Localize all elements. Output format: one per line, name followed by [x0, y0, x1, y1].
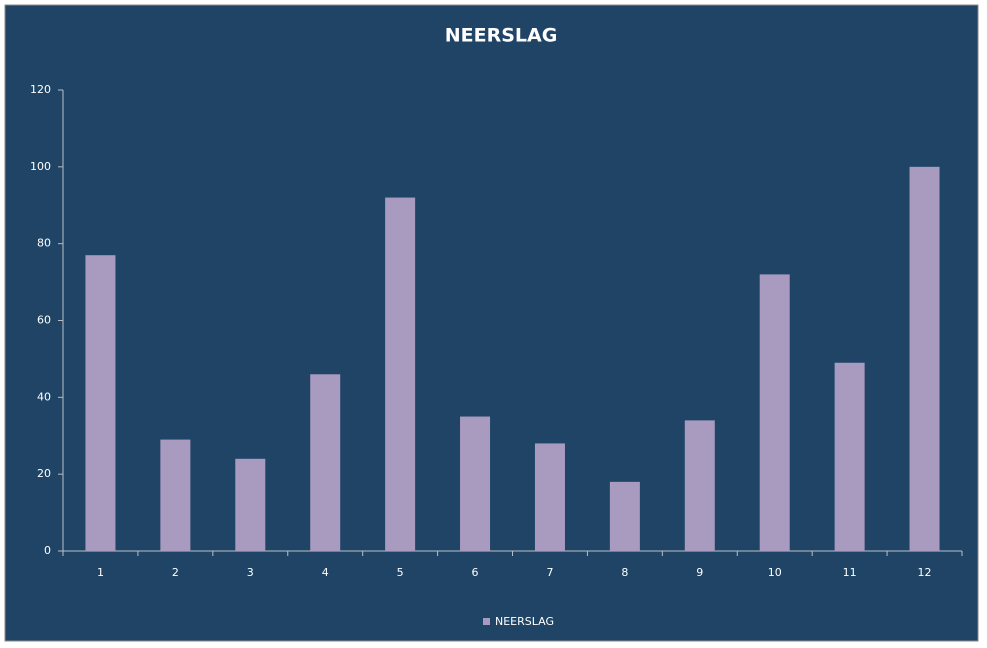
y-tick-label: 0: [44, 544, 51, 557]
x-tick-label: 12: [918, 566, 932, 579]
bar: [460, 416, 491, 551]
x-tick-label: 9: [696, 566, 703, 579]
y-tick-label: 40: [37, 390, 51, 403]
x-tick-label: 10: [768, 566, 782, 579]
chart-background: [4, 4, 979, 642]
x-tick-label: 8: [621, 566, 628, 579]
x-tick-label: 1: [97, 566, 104, 579]
legend-swatch: [483, 618, 490, 625]
bar: [385, 197, 416, 552]
chart-title: NEERSLAG: [445, 25, 558, 47]
bar: [684, 420, 715, 551]
bar: [310, 374, 341, 551]
y-tick-label: 80: [37, 237, 51, 250]
x-tick-label: 6: [472, 566, 479, 579]
x-tick-label: 5: [397, 566, 404, 579]
bar: [85, 255, 116, 552]
y-tick-label: 20: [37, 467, 51, 480]
bar: [235, 458, 266, 551]
x-tick-label: 2: [172, 566, 179, 579]
y-tick-label: 120: [30, 83, 51, 96]
y-tick-label: 60: [37, 314, 51, 327]
legend-label: NEERSLAG: [495, 615, 554, 628]
bar: [834, 362, 865, 551]
x-tick-label: 4: [322, 566, 329, 579]
bar: [609, 481, 640, 551]
bar: [534, 443, 565, 551]
x-tick-label: 3: [247, 566, 254, 579]
bar: [909, 166, 940, 552]
y-tick-label: 100: [30, 160, 51, 173]
bar: [759, 274, 790, 551]
bar: [160, 439, 191, 551]
x-tick-label: 11: [843, 566, 857, 579]
x-tick-label: 7: [546, 566, 553, 579]
